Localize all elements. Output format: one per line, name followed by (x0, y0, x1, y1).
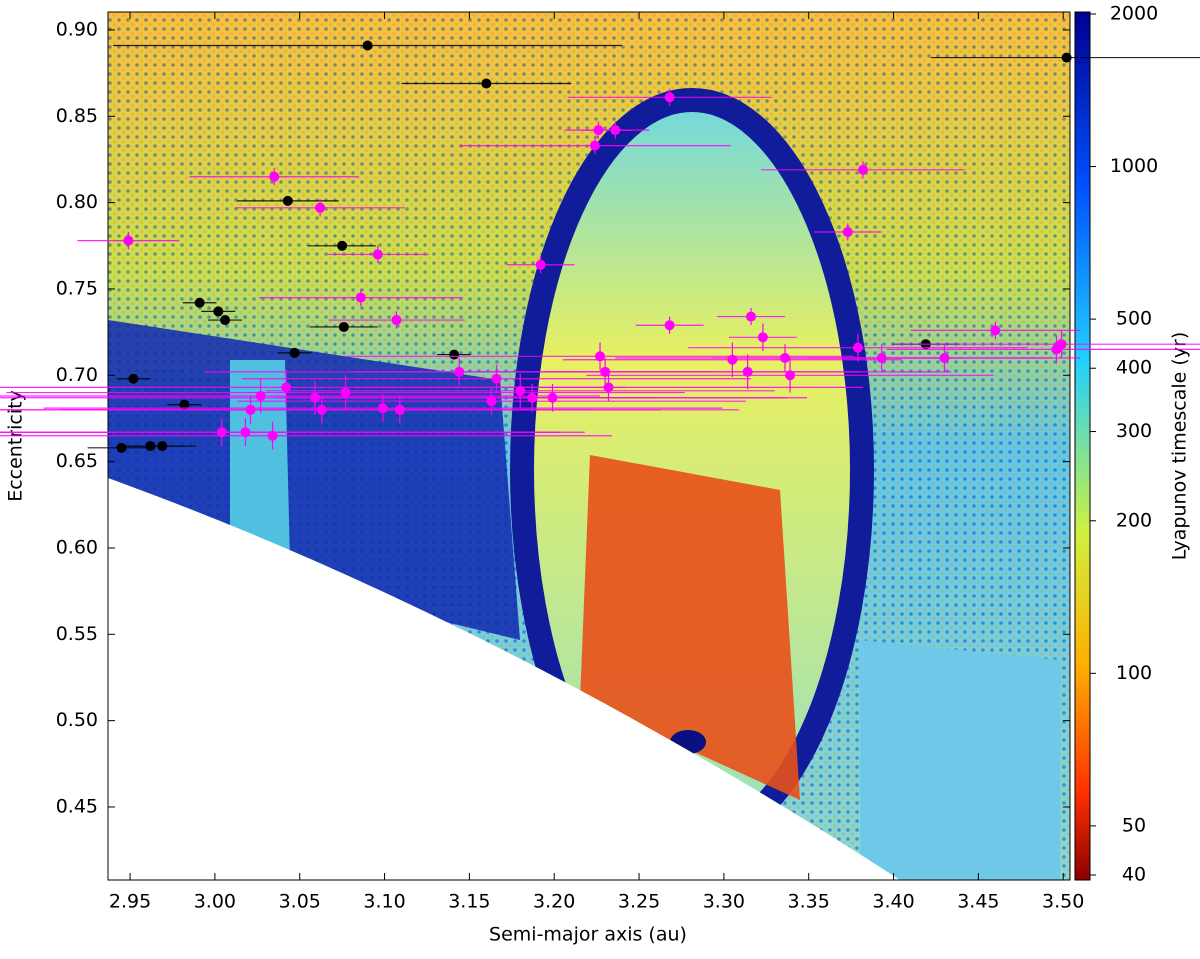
data-point (481, 78, 492, 89)
data-point (852, 342, 863, 353)
colorbar-tick-label: 50 (1122, 814, 1146, 836)
colorbar (1074, 11, 1091, 881)
data-point (340, 387, 351, 398)
data-point (454, 366, 465, 377)
data-point (535, 259, 546, 270)
data-point (362, 40, 373, 51)
data-point (269, 171, 280, 182)
x-tick-label: 2.95 (109, 891, 151, 913)
data-point (842, 226, 853, 237)
data-point (220, 315, 231, 326)
data-point (515, 385, 526, 396)
data-point (595, 351, 606, 362)
stability-map (108, 12, 1070, 880)
data-point (194, 297, 205, 308)
data-point (742, 366, 753, 377)
x-tick-label: 3.50 (1042, 891, 1084, 913)
y-tick-label: 0.60 (56, 536, 98, 558)
y-tick-label: 0.50 (56, 709, 98, 731)
data-point (491, 373, 502, 384)
data-point (858, 164, 869, 175)
data-point (128, 373, 139, 384)
colorbar-tick-label: 300 (1116, 420, 1152, 442)
colorbar-tick-label: 40 (1122, 864, 1146, 886)
data-point (240, 427, 251, 438)
data-point (990, 325, 1001, 336)
colorbar-tick-label: 1000 (1110, 155, 1158, 177)
data-point (309, 392, 320, 403)
x-tick-label: 3.45 (957, 891, 999, 913)
data-point (664, 92, 675, 103)
y-axis-label: Eccentricity (5, 390, 27, 502)
data-point (664, 320, 675, 331)
y-tick-label: 0.70 (56, 364, 98, 386)
data-point (315, 202, 326, 213)
data-point (213, 306, 224, 317)
data-point (289, 347, 300, 358)
x-axis-label: Semi-major axis (au) (489, 924, 687, 946)
plot-frame (107, 11, 1071, 881)
data-point (116, 442, 127, 453)
x-tick-label: 3.35 (788, 891, 830, 913)
y-tick-label: 0.75 (56, 277, 98, 299)
x-tick-label: 3.10 (363, 891, 405, 913)
y-tick-label: 0.45 (56, 795, 98, 817)
data-point (255, 391, 266, 402)
data-point (785, 370, 796, 381)
colorbar-tick-label: 200 (1116, 509, 1152, 531)
data-point (449, 349, 460, 360)
data-point (338, 321, 349, 332)
y-tick-label: 0.80 (56, 191, 98, 213)
x-tick-label: 3.20 (533, 891, 575, 913)
y-tick-label: 0.55 (56, 623, 98, 645)
data-point (1051, 344, 1062, 355)
data-point (337, 240, 348, 251)
colorbar-label: Lyapunov timescale (yr) (1169, 332, 1191, 561)
x-tick-label: 3.40 (872, 891, 914, 913)
data-point (123, 235, 134, 246)
y-tick-label: 0.65 (56, 450, 98, 472)
colorbar-tick-label: 500 (1116, 308, 1152, 330)
x-tick-label: 3.15 (448, 891, 490, 913)
colorbar-tick-label: 100 (1116, 662, 1152, 684)
data-point (372, 249, 383, 260)
x-tick-label: 3.05 (279, 891, 321, 913)
data-point (486, 396, 497, 407)
data-point (391, 315, 402, 326)
colorbar-tick-label: 2000 (1110, 3, 1158, 25)
x-tick-label: 3.25 (618, 891, 660, 913)
data-point (593, 125, 604, 136)
data-point (282, 195, 293, 206)
x-tick-label: 3.00 (194, 891, 236, 913)
data-point (589, 140, 600, 151)
data-point (757, 332, 768, 343)
data-point (267, 430, 278, 441)
y-tick-label: 0.90 (56, 18, 98, 40)
data-point (179, 399, 190, 410)
data-point (245, 404, 256, 415)
data-point (157, 441, 168, 452)
y-tick-label: 0.85 (56, 105, 98, 127)
data-point (355, 292, 366, 303)
data-point (1061, 52, 1072, 63)
data-point (746, 311, 757, 322)
data-point (281, 382, 292, 393)
data-point (377, 403, 388, 414)
x-tick-label: 3.30 (703, 891, 745, 913)
colorbar-tick-label: 400 (1116, 357, 1152, 379)
data-point (779, 353, 790, 364)
data-point (727, 354, 738, 365)
